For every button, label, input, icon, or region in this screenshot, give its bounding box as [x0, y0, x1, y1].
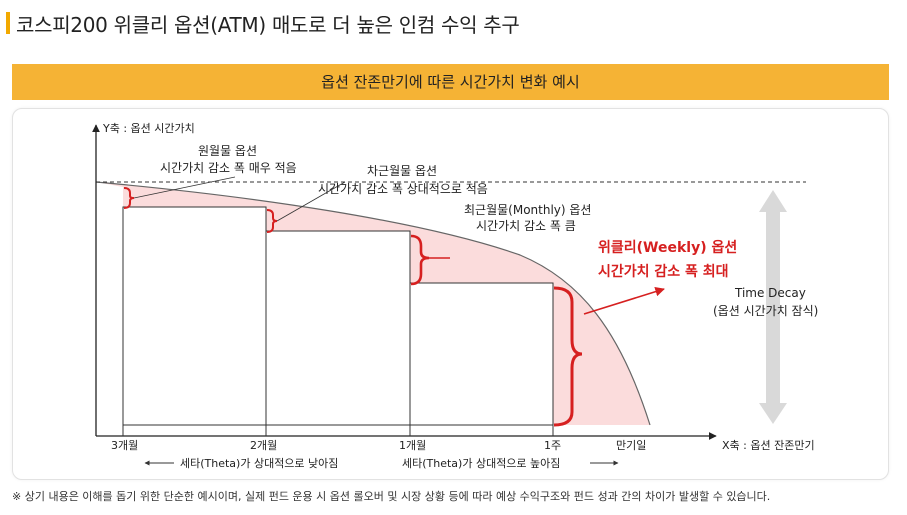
tick-label-3-month: 3개월: [111, 439, 138, 452]
theta-left-text: 세타(Theta)가 상대적으로 낮아짐: [180, 457, 338, 470]
tick-label-expiry: 만기일: [616, 438, 646, 452]
y-axis-label: Y축 : 옵션 시간가치: [102, 122, 195, 135]
pointer-far-month: [133, 176, 236, 199]
tick-label-2-month: 2개월: [250, 439, 277, 452]
annotation-next-month-line1: 차근월물 옵션: [367, 164, 437, 178]
title-accent-bar: [6, 12, 10, 34]
time-decay-arrow: [759, 190, 787, 424]
annotation-decay-line1: Time Decay: [734, 286, 806, 300]
annotation-near-month-line2: 시간가치 감소 폭 큼: [476, 219, 576, 233]
pointer-weekly: [583, 286, 665, 315]
page-title: 코스피200 위클리 옵션(ATM) 매도로 더 높은 인컴 수익 추구: [16, 13, 520, 37]
annotation-next-month-line2: 시간가치 감소 폭 상대적으로 적음: [318, 182, 488, 196]
annotation-near-month-line1: 최근월물(Monthly) 옵션: [464, 203, 591, 217]
brace-weekly: [553, 286, 583, 427]
footnote: ※ 상기 내용은 이해를 돕기 위한 단순한 예시이며, 실제 펀드 운용 시 …: [12, 490, 771, 503]
annotation-decay-line2: (옵션 시간가치 잠식): [713, 304, 818, 318]
annotation-weekly-line1: 위클리(Weekly) 옵션: [598, 239, 737, 256]
theta-right-text: 세타(Theta)가 상대적으로 높아짐: [402, 457, 560, 470]
x-ticks: [122, 425, 554, 436]
diagram-banner: 옵션 잔존만기에 따른 시간가치 변화 예시: [12, 64, 889, 100]
bar-2-month: [265, 230, 411, 426]
annotation-far-month-line2: 시간가치 감소 폭 매우 적음: [160, 161, 297, 175]
tick-label-1-month: 1개월: [399, 439, 426, 452]
decay-curve: [95, 181, 651, 426]
bar-3-month: [122, 206, 267, 426]
annotation-weekly-line2: 시간가치 감소 폭 최대: [598, 263, 729, 280]
tick-label-1-week: 1주: [544, 439, 561, 452]
banner-title: 옵션 잔존만기에 따른 시간가치 변화 예시: [321, 73, 580, 91]
x-axis-label: X축 : 옵션 잔존만기: [722, 439, 815, 452]
annotation-far-month-line1: 원월물 옵션: [198, 144, 257, 158]
pointer-next-month: [276, 181, 346, 222]
bar-1-month: [409, 282, 554, 426]
